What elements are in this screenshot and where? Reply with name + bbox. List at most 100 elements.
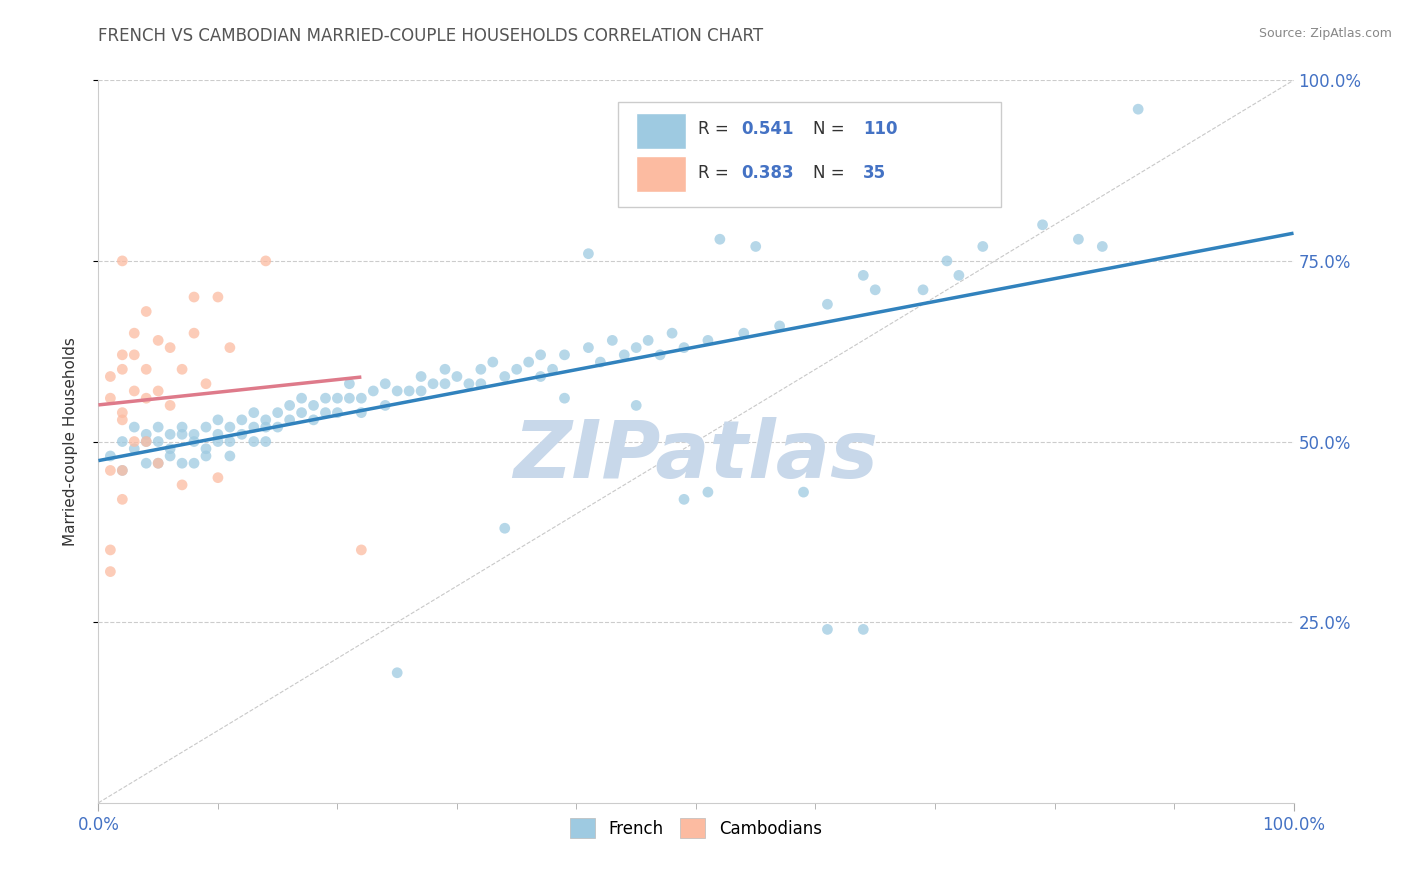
Point (411, 384, 433, 398)
Point (458, 376, 481, 391)
Point (589, 355, 612, 369)
Point (207, 470, 229, 484)
Point (852, 623, 875, 637)
Text: FRENCH VS CAMBODIAN MARRIED-COUPLE HOUSEHOLDS CORRELATION CHART: FRENCH VS CAMBODIAN MARRIED-COUPLE HOUSE… (98, 27, 763, 45)
Point (889, 160, 911, 174)
Point (291, 406, 314, 420)
Point (111, 362, 134, 376)
Y-axis label: Married-couple Households: Married-couple Households (63, 337, 77, 546)
Point (111, 413, 134, 427)
Point (148, 384, 170, 398)
Point (183, 427, 205, 442)
Point (506, 362, 529, 376)
Point (434, 362, 457, 376)
Point (195, 442, 218, 456)
Point (111, 253, 134, 268)
Point (278, 413, 301, 427)
Point (148, 334, 170, 348)
Point (385, 665, 409, 680)
Point (948, 268, 970, 283)
Point (936, 253, 959, 268)
Point (385, 384, 409, 398)
Point (911, 283, 934, 297)
Point (530, 369, 553, 384)
Point (148, 420, 170, 434)
Point (602, 334, 624, 348)
Text: 0.383: 0.383 (741, 164, 794, 182)
Point (135, 434, 157, 449)
Point (254, 413, 277, 427)
Point (254, 420, 277, 434)
Point (98, 449, 122, 463)
Point (374, 398, 396, 412)
Point (111, 492, 134, 507)
Point (124, 442, 146, 456)
Point (183, 290, 205, 304)
Point (98, 369, 122, 384)
Point (98, 463, 122, 477)
Text: 110: 110 (863, 120, 898, 138)
Text: 0.541: 0.541 (741, 120, 794, 138)
Point (446, 369, 468, 384)
Point (530, 348, 553, 362)
Point (673, 492, 696, 507)
Point (183, 456, 205, 470)
Text: R =: R = (699, 120, 734, 138)
Point (661, 326, 683, 340)
Point (302, 413, 325, 427)
Point (159, 427, 181, 442)
Point (195, 420, 218, 434)
Point (98, 565, 122, 579)
Point (111, 434, 134, 449)
Point (219, 434, 242, 449)
Point (219, 449, 242, 463)
Point (302, 398, 325, 412)
Point (374, 376, 396, 391)
Point (339, 376, 361, 391)
Point (411, 369, 433, 384)
Point (326, 406, 349, 420)
Point (350, 406, 373, 420)
Point (517, 355, 540, 369)
Point (315, 406, 337, 420)
Point (709, 232, 731, 246)
Point (159, 398, 181, 412)
Point (852, 268, 875, 283)
Point (207, 413, 229, 427)
Point (422, 376, 444, 391)
Text: 35: 35 (863, 164, 886, 182)
Point (613, 348, 636, 362)
Point (183, 434, 205, 449)
Point (124, 384, 146, 398)
Point (124, 420, 146, 434)
Point (124, 326, 146, 340)
Point (637, 334, 659, 348)
Point (159, 442, 181, 456)
Point (195, 376, 218, 391)
Point (219, 341, 242, 355)
Point (398, 384, 420, 398)
Point (554, 391, 576, 405)
Point (865, 283, 887, 297)
Point (326, 391, 349, 405)
Point (626, 398, 648, 412)
Point (148, 456, 170, 470)
Point (363, 384, 385, 398)
Point (219, 420, 242, 434)
Point (697, 334, 720, 348)
Point (815, 297, 838, 311)
Point (697, 485, 720, 500)
Point (350, 542, 373, 557)
Text: N =: N = (813, 164, 851, 182)
Text: N =: N = (813, 120, 851, 138)
Point (172, 427, 194, 442)
Point (673, 341, 696, 355)
Point (267, 420, 290, 434)
Point (135, 362, 157, 376)
Point (768, 318, 790, 333)
Point (626, 341, 648, 355)
Point (470, 376, 492, 391)
Point (159, 341, 181, 355)
Point (554, 348, 576, 362)
Point (745, 239, 768, 253)
